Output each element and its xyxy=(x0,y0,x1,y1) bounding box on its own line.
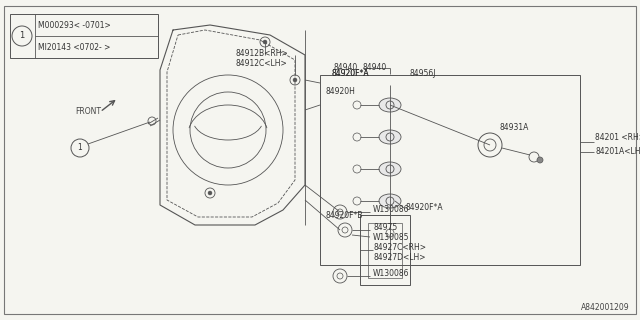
Bar xyxy=(368,223,402,278)
Text: MI20143 <0702- >: MI20143 <0702- > xyxy=(38,43,110,52)
Text: M000293< -0701>: M000293< -0701> xyxy=(38,20,111,29)
Text: 84940: 84940 xyxy=(333,63,358,73)
Text: W130086: W130086 xyxy=(373,205,410,214)
Text: FRONT: FRONT xyxy=(75,108,101,116)
Text: 84920H: 84920H xyxy=(326,87,356,97)
Circle shape xyxy=(263,40,267,44)
Bar xyxy=(320,75,580,265)
Text: 1: 1 xyxy=(19,31,24,41)
Text: W130085: W130085 xyxy=(373,234,410,243)
Ellipse shape xyxy=(379,194,401,208)
Text: 84201A<LH>: 84201A<LH> xyxy=(595,148,640,156)
Text: 84940: 84940 xyxy=(363,63,387,73)
Text: 84912B<RH>: 84912B<RH> xyxy=(236,50,289,59)
Text: 84927C<RH>: 84927C<RH> xyxy=(373,244,426,252)
Text: 84201 <RH>: 84201 <RH> xyxy=(595,133,640,142)
Text: W130086: W130086 xyxy=(373,269,410,278)
Bar xyxy=(360,215,410,285)
Circle shape xyxy=(293,78,297,82)
Text: 84920F*A: 84920F*A xyxy=(332,68,370,77)
Text: A842001209: A842001209 xyxy=(581,303,630,313)
Text: 84927D<LH>: 84927D<LH> xyxy=(373,253,426,262)
Text: 84920F*A: 84920F*A xyxy=(332,68,370,77)
Text: 84931A: 84931A xyxy=(500,123,529,132)
Text: 84912C<LH>: 84912C<LH> xyxy=(236,60,288,68)
Ellipse shape xyxy=(379,130,401,144)
Text: 84956J: 84956J xyxy=(410,68,436,77)
Bar xyxy=(10,14,158,58)
Ellipse shape xyxy=(379,98,401,112)
Ellipse shape xyxy=(379,162,401,176)
Circle shape xyxy=(208,191,212,195)
Text: 1: 1 xyxy=(77,143,83,153)
Text: 84920F*B: 84920F*B xyxy=(325,211,362,220)
Text: 84920F*A: 84920F*A xyxy=(406,204,444,212)
Circle shape xyxy=(537,157,543,163)
Text: 84975: 84975 xyxy=(373,222,397,231)
